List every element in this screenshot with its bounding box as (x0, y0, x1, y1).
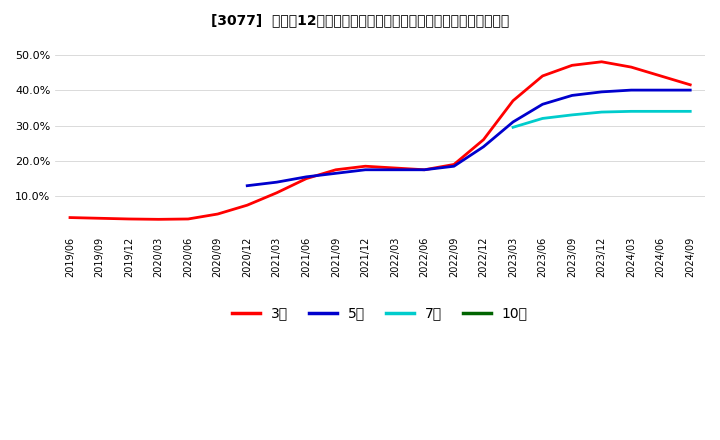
7年 (568, 112, 577, 117)
7年 (686, 109, 695, 114)
Legend: 3年, 5年, 7年, 10年: 3年, 5年, 7年, 10年 (227, 301, 534, 326)
5年 (390, 167, 399, 172)
5年 (568, 93, 577, 98)
3年 (184, 216, 192, 222)
Line: 3年: 3年 (70, 62, 690, 219)
5年 (509, 119, 518, 125)
3年 (125, 216, 133, 222)
3年 (657, 73, 665, 79)
7年 (539, 116, 547, 121)
3年 (568, 62, 577, 68)
3年 (331, 167, 340, 172)
5年 (272, 180, 281, 185)
3年 (95, 216, 104, 221)
3年 (598, 59, 606, 64)
7年 (657, 109, 665, 114)
3年 (302, 176, 310, 181)
3年 (154, 216, 163, 222)
5年 (686, 88, 695, 93)
5年 (361, 167, 369, 172)
3年 (449, 162, 458, 167)
3年 (539, 73, 547, 79)
5年 (243, 183, 251, 188)
3年 (66, 215, 74, 220)
7年 (509, 125, 518, 130)
3年 (627, 64, 636, 70)
5年 (657, 88, 665, 93)
3年 (420, 167, 428, 172)
Text: [3077]  売上高12か月移動合計の対前年同期増減率の標準偏差の推移: [3077] 売上高12か月移動合計の対前年同期増減率の標準偏差の推移 (211, 13, 509, 27)
5年 (627, 88, 636, 93)
5年 (539, 102, 547, 107)
5年 (420, 167, 428, 172)
3年 (509, 98, 518, 103)
3年 (480, 137, 488, 142)
3年 (272, 190, 281, 195)
7年 (598, 110, 606, 115)
5年 (598, 89, 606, 95)
3年 (390, 165, 399, 171)
Line: 5年: 5年 (247, 90, 690, 186)
5年 (480, 144, 488, 150)
7年 (627, 109, 636, 114)
3年 (686, 82, 695, 88)
3年 (213, 211, 222, 216)
3年 (243, 202, 251, 208)
Line: 7年: 7年 (513, 111, 690, 127)
5年 (302, 174, 310, 180)
3年 (361, 164, 369, 169)
5年 (331, 171, 340, 176)
5年 (449, 164, 458, 169)
